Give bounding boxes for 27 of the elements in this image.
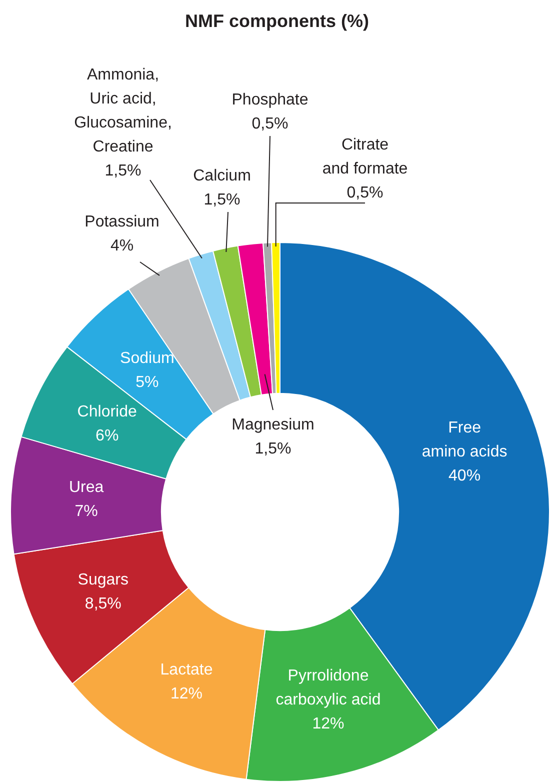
data-label: 6% [96,427,119,444]
slice-label: Pyrrolidone carboxylic acid [276,667,381,708]
data-label: 1,5% [204,191,240,208]
slice-label: Citrate and formate [322,136,408,178]
data-label: 8,5% [84,595,122,612]
slice-label: Calcium [193,167,251,184]
data-label: 1,5% [254,440,292,458]
slice-label: Magnesium [232,416,314,434]
slice-label: Chloride [77,403,137,420]
chart-title: NMF components (%) [185,10,369,31]
slice-label: Potassium [84,213,160,230]
data-label: 0,5% [346,184,384,202]
slice-label: Sodium [120,350,174,367]
slice-label: Ammonia, Uric acid, Glucosamine, Creatine [74,66,172,156]
slice-label: Phosphate [232,91,308,108]
data-label: 1,5% [104,162,142,180]
slice-label: Lactate [160,661,213,678]
data-label: 0,5% [252,115,288,132]
data-label: 4% [110,237,134,254]
data-label: 7% [74,503,98,520]
data-label: 40% [448,467,481,484]
slice-label: Sugars [78,571,129,588]
data-label: 12% [312,715,344,732]
slice-label: Urea [69,479,104,496]
data-label: 5% [136,374,159,391]
data-label: 12% [170,685,203,702]
slice-label: Free amino acids [422,419,508,460]
